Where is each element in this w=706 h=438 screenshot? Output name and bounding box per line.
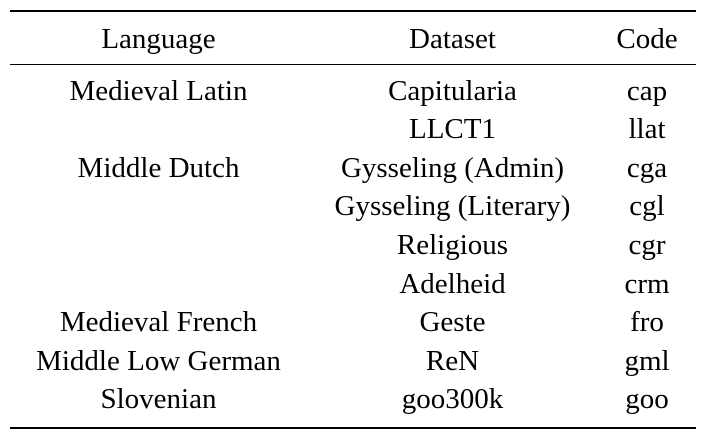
cell-language: Middle Low German — [36, 344, 281, 377]
cell-language: Slovenian — [100, 383, 217, 416]
cell-code: fro — [630, 306, 664, 339]
cell-code: goo — [625, 383, 669, 416]
cell-language: Middle Dutch — [77, 151, 240, 184]
cell-code: cgl — [629, 190, 665, 223]
cell-code: cgr — [628, 228, 666, 261]
cell-dataset: Capitularia — [388, 74, 517, 107]
header-row: Language Dataset Code — [10, 11, 696, 65]
header-code: Code — [616, 23, 678, 55]
table-header: Language Dataset Code — [10, 11, 696, 65]
table-row: Religious cgr — [10, 226, 696, 265]
cell-language — [10, 110, 307, 149]
table-row: Slovenian goo300k goo — [10, 380, 696, 427]
cell-code: llat — [628, 113, 666, 146]
cell-dataset: Adelheid — [399, 267, 506, 300]
header-dataset: Dataset — [409, 23, 496, 55]
cell-dataset: Geste — [419, 306, 486, 339]
table-bottom-rule — [10, 426, 696, 429]
cell-language: Medieval Latin — [69, 74, 248, 107]
cell-code: cap — [626, 74, 668, 107]
cell-code: gml — [624, 344, 670, 377]
cell-dataset: ReN — [425, 344, 480, 377]
cell-code: crm — [624, 267, 670, 300]
table-row: Medieval Latin Capitularia cap — [10, 64, 696, 110]
cell-dataset: LLCT1 — [409, 113, 496, 146]
cell-dataset: goo300k — [401, 383, 504, 416]
language-dataset-table: Language Dataset Code Medieval Latin Cap… — [10, 10, 696, 427]
cell-dataset: Gysseling (Literary) — [334, 190, 571, 223]
cell-dataset: Gysseling (Admin) — [340, 151, 565, 184]
cell-dataset: Religious — [396, 228, 509, 261]
table-row: Medieval French Geste fro — [10, 303, 696, 342]
cell-language — [10, 226, 307, 265]
table-body: Medieval Latin Capitularia cap LLCT1 lla… — [10, 64, 696, 427]
table-row: Gysseling (Literary) cgl — [10, 187, 696, 226]
header-language: Language — [101, 23, 216, 55]
table-row: Adelheid crm — [10, 265, 696, 304]
cell-language: Medieval French — [59, 306, 258, 339]
language-dataset-table-wrapper: Language Dataset Code Medieval Latin Cap… — [10, 10, 696, 429]
table-row: Middle Low German ReN gml — [10, 342, 696, 381]
cell-language — [10, 265, 307, 304]
table-row: Middle Dutch Gysseling (Admin) cga — [10, 149, 696, 188]
table-row: LLCT1 llat — [10, 110, 696, 149]
cell-code: cga — [626, 151, 668, 184]
cell-language — [10, 187, 307, 226]
